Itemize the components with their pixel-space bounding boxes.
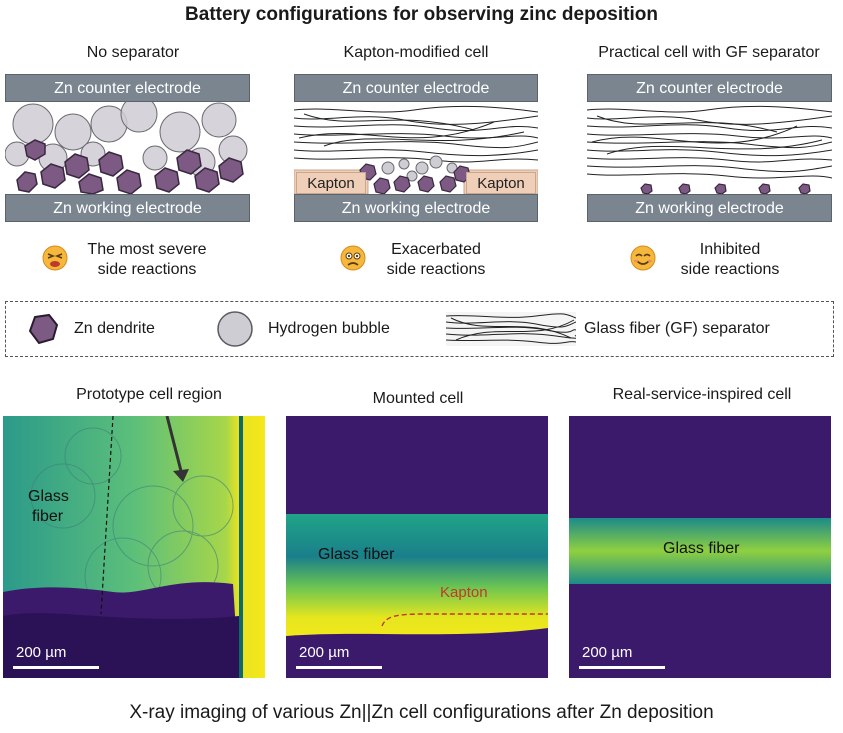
cell-diagram-no-separator xyxy=(5,102,248,194)
working-electrode-2: Zn working electrode xyxy=(294,194,538,222)
glass-fiber-icon xyxy=(445,312,580,351)
xray1-label-fiber: fiber xyxy=(32,508,64,525)
xray-image-mounted xyxy=(286,416,548,678)
xray1-label-glass: Glass xyxy=(28,488,69,505)
status-inhibited-line2: side reactions xyxy=(680,261,780,278)
emoji-exacerbated-icon xyxy=(340,245,366,276)
xray-title-mounted: Mounted cell xyxy=(372,390,464,407)
bubble-icon xyxy=(216,310,254,353)
figure-caption: X-ray imaging of various Zn||Zn cell con… xyxy=(129,702,714,723)
figure-title: Battery configurations for observing zin… xyxy=(185,4,658,25)
xray-title-real-service: Real-service-inspired cell xyxy=(612,386,792,403)
panel-title-practical-cell: Practical cell with GF separator xyxy=(598,44,820,61)
counter-electrode-1: Zn counter electrode xyxy=(5,74,250,102)
panel-title-no-separator: No separator xyxy=(86,44,180,61)
xray2-label-kapton: Kapton xyxy=(440,584,488,601)
dendrite-icon xyxy=(27,313,59,350)
working-electrode-3: Zn working electrode xyxy=(587,194,832,222)
cell-diagram-gf-separator xyxy=(587,105,832,194)
xray2-label-glass-fiber: Glass fiber xyxy=(318,546,395,563)
counter-electrode-3: Zn counter electrode xyxy=(587,74,832,102)
xray-title-prototype: Prototype cell region xyxy=(76,386,222,403)
kapton-label-right: Kapton xyxy=(466,172,536,194)
xray3-label-glass-fiber: Glass fiber xyxy=(663,540,740,557)
panel-title-kapton-modified: Kapton-modified cell xyxy=(343,44,489,61)
status-exacerbated: Exacerbated side reactions xyxy=(366,240,506,280)
kapton-label-left: Kapton xyxy=(296,172,366,194)
cell-interior-1 xyxy=(5,102,250,194)
legend-dendrite-label: Zn dendrite xyxy=(74,320,155,337)
xray-image-prototype xyxy=(3,416,265,678)
emoji-severe-icon xyxy=(42,245,68,276)
legend-box xyxy=(5,301,834,357)
xray3-scale-label: 200 µm xyxy=(582,644,633,661)
xray-image-real-service xyxy=(569,416,831,678)
status-exacerbated-line2: side reactions xyxy=(386,261,486,278)
cell-interior-3 xyxy=(587,102,832,194)
status-severe: The most severe side reactions xyxy=(72,240,222,280)
status-inhibited-line1: Inhibited xyxy=(699,241,761,258)
legend-gf-label: Glass fiber (GF) separator xyxy=(584,320,770,337)
counter-electrode-2: Zn counter electrode xyxy=(294,74,538,102)
status-severe-line1: The most severe xyxy=(87,241,207,258)
xray2-scale-label: 200 µm xyxy=(299,644,350,661)
legend-bubble-label: Hydrogen bubble xyxy=(268,320,390,337)
status-inhibited: Inhibited side reactions xyxy=(660,240,800,280)
emoji-inhibited-icon xyxy=(630,245,656,276)
xray1-scale-label: 200 µm xyxy=(16,644,67,661)
status-severe-line2: side reactions xyxy=(97,261,197,278)
status-exacerbated-line1: Exacerbated xyxy=(391,241,481,258)
working-electrode-1: Zn working electrode xyxy=(5,194,250,222)
